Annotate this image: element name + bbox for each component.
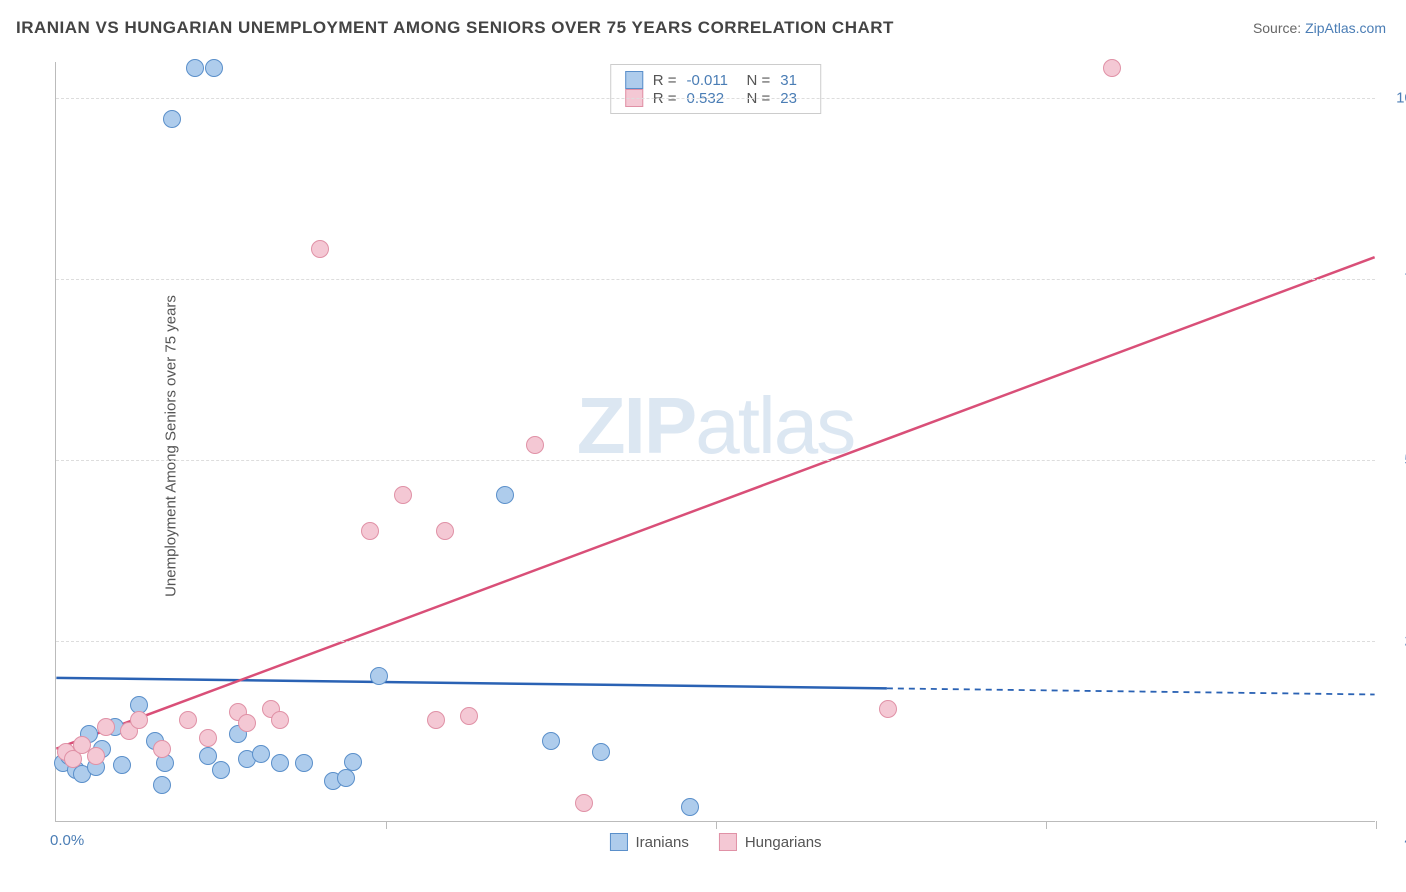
ytick-label: 100.0%	[1396, 90, 1406, 107]
data-point	[542, 732, 560, 750]
data-point	[130, 711, 148, 729]
data-point	[311, 240, 329, 258]
data-point	[199, 747, 217, 765]
data-point	[460, 707, 478, 725]
series-legend-item: Hungarians	[719, 833, 822, 851]
xtick	[1046, 821, 1047, 829]
legend-stats-row: R = -0.011 N = 31	[625, 71, 807, 89]
gridline-h	[56, 641, 1375, 642]
series-name: Iranians	[635, 834, 688, 851]
data-point	[370, 667, 388, 685]
data-point	[238, 714, 256, 732]
data-point	[575, 794, 593, 812]
n-value: 31	[780, 72, 806, 89]
source-line: Source: ZipAtlas.com	[1253, 20, 1386, 36]
data-point	[186, 59, 204, 77]
data-point	[436, 522, 454, 540]
data-point	[212, 761, 230, 779]
source-link[interactable]: ZipAtlas.com	[1305, 20, 1386, 36]
data-point	[496, 486, 514, 504]
data-point	[592, 743, 610, 761]
trend-lines	[56, 62, 1375, 821]
plot-area: ZIPatlas R =-0.011N =31R =0.532N =23 Ira…	[55, 62, 1375, 822]
data-point	[153, 740, 171, 758]
data-point	[163, 110, 181, 128]
data-point	[337, 769, 355, 787]
r-label: R =	[653, 72, 677, 89]
n-label: N =	[747, 72, 771, 89]
chart-title: IRANIAN VS HUNGARIAN UNEMPLOYMENT AMONG …	[16, 18, 894, 38]
legend-swatch	[625, 71, 643, 89]
data-point	[205, 59, 223, 77]
legend-stats-box: R =-0.011N =31R =0.532N =23	[610, 64, 822, 114]
data-point	[271, 711, 289, 729]
data-point	[295, 754, 313, 772]
data-point	[879, 700, 897, 718]
xtick-label: 0.0%	[50, 832, 84, 849]
r-value: -0.011	[687, 72, 737, 89]
data-point	[361, 522, 379, 540]
data-point	[87, 747, 105, 765]
data-point	[344, 753, 362, 771]
data-point	[526, 436, 544, 454]
data-point	[1103, 59, 1121, 77]
xtick	[716, 821, 717, 829]
data-point	[394, 486, 412, 504]
data-point	[427, 711, 445, 729]
gridline-h	[56, 98, 1375, 99]
data-point	[153, 776, 171, 794]
gridline-h	[56, 279, 1375, 280]
data-point	[252, 745, 270, 763]
series-legend-item: Iranians	[609, 833, 688, 851]
gridline-h	[56, 460, 1375, 461]
data-point	[97, 718, 115, 736]
data-point	[179, 711, 197, 729]
legend-swatch	[609, 833, 627, 851]
xtick	[386, 821, 387, 829]
legend-swatch	[719, 833, 737, 851]
data-point	[113, 756, 131, 774]
data-point	[199, 729, 217, 747]
data-point	[681, 798, 699, 816]
xtick	[1376, 821, 1377, 829]
data-point	[271, 754, 289, 772]
source-label: Source:	[1253, 20, 1305, 36]
series-legend: Iranians Hungarians	[609, 833, 821, 851]
series-name: Hungarians	[745, 834, 822, 851]
